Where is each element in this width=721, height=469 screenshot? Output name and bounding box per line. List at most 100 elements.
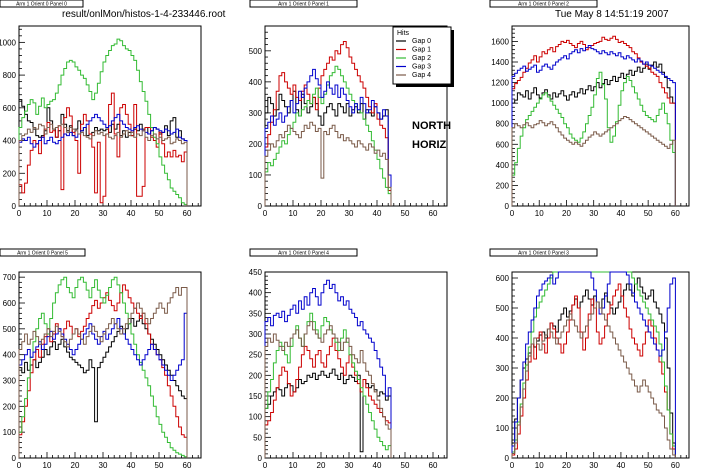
- x-tick-label: 50: [155, 209, 164, 218]
- y-tick-label: 200: [249, 371, 263, 380]
- x-tick-label: 20: [317, 461, 326, 469]
- series-line-gap-1: [511, 35, 676, 206]
- series-line-gap-2: [264, 312, 392, 458]
- y-tick-label: 200: [3, 402, 17, 411]
- y-tick-label: 400: [3, 351, 17, 360]
- y-tick-label: 300: [249, 330, 263, 339]
- y-tick-label: 0: [12, 202, 17, 211]
- file-name-label: result/onlMon/histos-1-4-233446.root: [62, 9, 226, 20]
- panel-title-box: [489, 0, 598, 8]
- x-tick-label: 30: [589, 209, 598, 218]
- series-line-gap-4: [18, 287, 188, 458]
- x-tick-label: 30: [345, 461, 354, 469]
- y-tick-label: 1400: [491, 58, 509, 67]
- plot-frame: [264, 271, 448, 459]
- histogram-panel-5: Arm 1 Orient 0 Panel 30 10 20 30 40 50 6001002…: [489, 248, 690, 469]
- series-line-gap-2: [511, 71, 676, 206]
- y-tick-label: 300: [249, 109, 263, 118]
- x-tick-label: 0: [263, 209, 268, 218]
- y-tick-label: 700: [3, 273, 17, 282]
- series-line-gap-4: [264, 121, 392, 206]
- y-tick-label: 1200: [491, 79, 509, 88]
- series-line-gap-1: [18, 92, 188, 206]
- x-tick-label: 40: [127, 461, 136, 469]
- y-tick-label: 0: [12, 454, 17, 463]
- x-tick-label: 50: [401, 209, 410, 218]
- x-tick-label: 50: [644, 209, 653, 218]
- x-tick-label: 60: [429, 209, 438, 218]
- series-line-gap-2: [264, 65, 392, 206]
- y-tick-label: 200: [249, 140, 263, 149]
- y-tick-label: 400: [249, 289, 263, 298]
- y-tick-label: 500: [3, 325, 17, 334]
- y-tick-label: 800: [496, 120, 510, 129]
- x-tick-label: 10: [289, 461, 298, 469]
- x-tick-label: 60: [671, 209, 680, 218]
- x-tick-label: 0: [510, 209, 515, 218]
- x-tick-label: 50: [644, 461, 653, 469]
- y-tick-label: 0: [505, 454, 510, 463]
- panel-title: Arm 1 Orient 0 Panel 0: [16, 2, 67, 8]
- y-tick-label: 350: [249, 309, 263, 318]
- x-tick-label: 60: [429, 461, 438, 469]
- x-tick-label: 60: [183, 461, 192, 469]
- plot-frame: [18, 25, 202, 207]
- x-tick-label: 10: [43, 461, 52, 469]
- x-tick-label: 40: [373, 461, 382, 469]
- legend-entry: Gap 3: [412, 64, 431, 71]
- x-tick-label: 10: [289, 209, 298, 218]
- y-tick-label: 200: [496, 181, 510, 190]
- histogram-panel-4: Arm 1 Orient 0 Panel 4 0 10 20 30 40 50 60 0 50 10…: [249, 248, 448, 469]
- horiz-annotation: HORIZ: [412, 139, 447, 151]
- series-line-gap-2: [18, 38, 188, 206]
- x-tick-label: 40: [127, 209, 136, 218]
- panel-title-box: [249, 248, 358, 257]
- series-line-gap-3: [264, 279, 392, 458]
- panel-title: Arm 1 Orient 0 Panel 4: [278, 251, 329, 257]
- y-tick-label: 400: [496, 334, 510, 343]
- x-tick-label: 20: [71, 209, 80, 218]
- legend-entry: Gap 1: [412, 47, 431, 54]
- legend-entry: Gap 2: [412, 55, 431, 62]
- x-tick-label: 40: [616, 209, 625, 218]
- y-tick-label: 400: [496, 161, 510, 170]
- y-tick-label: 600: [3, 299, 17, 308]
- panel-title-box: [0, 248, 86, 257]
- y-tick-label: 200: [496, 394, 510, 403]
- series-line-gap-0: [264, 90, 392, 206]
- y-tick-label: 450: [249, 268, 263, 277]
- x-tick-label: 50: [401, 461, 410, 469]
- series-line-gap-1: [264, 337, 392, 458]
- y-tick-label: 600: [3, 104, 17, 113]
- legend-title: Hits: [397, 30, 410, 37]
- x-tick-label: 10: [535, 461, 544, 469]
- x-tick-label: 20: [562, 209, 571, 218]
- y-tick-label: 200: [3, 169, 17, 178]
- x-tick-label: 0: [17, 461, 22, 469]
- x-tick-label: 0: [510, 461, 515, 469]
- x-tick-label: 30: [99, 209, 108, 218]
- x-tick-label: 40: [373, 209, 382, 218]
- series-line-gap-0: [18, 315, 188, 458]
- y-tick-label: 1000: [0, 38, 17, 47]
- y-tick-label: 150: [249, 392, 263, 401]
- x-tick-label: 30: [99, 461, 108, 469]
- y-tick-label: 600: [496, 140, 510, 149]
- series-line-gap-2: [511, 271, 676, 458]
- x-tick-label: 20: [562, 461, 571, 469]
- y-tick-label: 0: [505, 202, 510, 211]
- y-tick-label: 100: [3, 428, 17, 437]
- y-tick-label: 600: [496, 274, 510, 283]
- y-tick-label: 400: [249, 78, 263, 87]
- series-line-gap-0: [264, 368, 392, 458]
- legend-entry: Gap 0: [412, 38, 431, 45]
- plot-frame: [511, 271, 690, 459]
- y-tick-label: 300: [3, 377, 17, 386]
- panel-title: Arm 1 Orient 0 Panel 5: [17, 251, 68, 257]
- panel-title: Arm 1 Orient 0 Panel 2: [518, 2, 569, 8]
- histogram-panel-3: Arm 1 Orient 0 Panel 50 10 20 30 40 50 6001002…: [0, 248, 202, 469]
- panel-title: Arm 1 Orient 0 Panel 1: [278, 2, 329, 8]
- date-label: Tue May 8 14:51:19 2007: [555, 9, 669, 20]
